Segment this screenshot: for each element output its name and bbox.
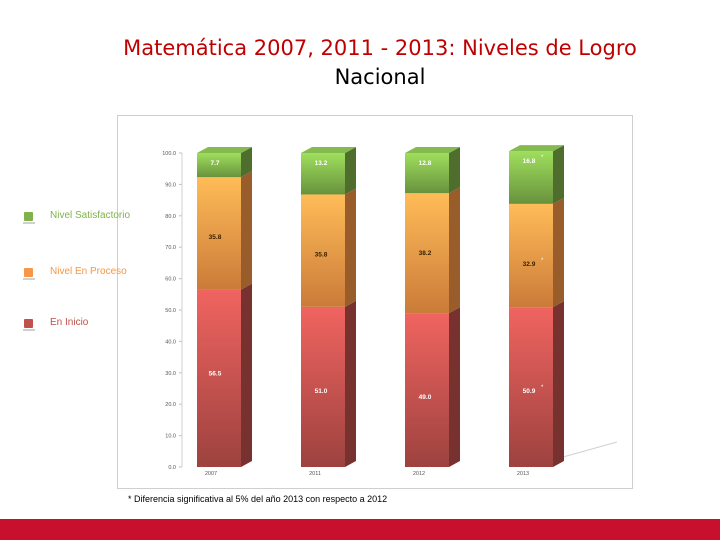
bar-side (553, 145, 564, 204)
data-label: 51.0 (315, 388, 328, 395)
data-label: 50.9 (523, 388, 536, 395)
data-label: 7.7 (210, 160, 219, 167)
bar-top (405, 147, 460, 153)
bar-segment (301, 194, 345, 307)
y-tick-label: 10.0 (165, 434, 176, 440)
y-tick-label: 80.0 (165, 214, 176, 220)
bar-top (509, 145, 564, 152)
bar-segment (197, 289, 241, 467)
x-tick-label: 2013 (517, 471, 529, 477)
y-tick-label: 20.0 (165, 402, 176, 408)
bar-segment (405, 153, 449, 194)
data-label: 13.2 (315, 160, 328, 167)
data-label: 56.5 (209, 371, 222, 378)
legend-label-en-proceso: Nivel En Proceso (50, 266, 127, 277)
bar-side (241, 147, 252, 178)
bar-top (197, 147, 252, 153)
bar-segment (197, 153, 241, 178)
legend-label-en-inicio: En Inicio (50, 317, 89, 328)
bar-segment (509, 307, 553, 467)
data-label: 32.9 (523, 261, 536, 268)
y-tick-label: 30.0 (165, 371, 176, 377)
data-label: 35.8 (209, 234, 222, 241)
legend-swatch-satisfactorio (23, 212, 35, 224)
data-label: 49.0 (419, 394, 432, 401)
chart-title: Matemática 2007, 2011 - 2013: Niveles de… (60, 34, 700, 92)
legend-swatch-en-proceso (23, 268, 35, 280)
bar-segment (301, 306, 345, 467)
y-tick-label: 100.0 (162, 151, 176, 157)
significance-mark: * (541, 155, 544, 161)
data-label: 12.8 (419, 160, 432, 167)
significance-mark: * (541, 385, 544, 391)
y-tick-label: 50.0 (165, 308, 176, 314)
bar-segment (405, 313, 449, 467)
bar-side (345, 300, 356, 467)
data-label: 38.2 (419, 250, 432, 257)
data-label: 16.8 (523, 158, 536, 165)
x-tick-label: 2011 (309, 471, 321, 477)
bar-side (449, 187, 460, 314)
bar-segment (301, 153, 345, 195)
x-tick-label: 2007 (205, 471, 217, 477)
bar-side (553, 197, 564, 308)
bar-segment (405, 193, 449, 314)
bar-top (301, 147, 356, 153)
y-tick-label: 0.0 (168, 465, 176, 471)
bar-side (345, 188, 356, 307)
chart-title-line1: Matemática 2007, 2011 - 2013: Niveles de… (123, 36, 637, 60)
bar-segment (509, 203, 553, 308)
legend-label-satisfactorio: Nivel Satisfactorio (50, 210, 131, 221)
footnote: * Diferencia significativa al 5% del año… (128, 494, 388, 504)
chart-title-line2: Nacional (334, 65, 426, 89)
bar-segment (197, 177, 241, 290)
bar-side (345, 147, 356, 195)
data-label: 35.8 (315, 251, 328, 258)
y-tick-label: 90.0 (165, 182, 176, 188)
x-tick-label: 2012 (413, 471, 425, 477)
significance-mark: * (541, 258, 544, 264)
bar-segment (509, 151, 553, 204)
y-tick-label: 40.0 (165, 339, 176, 345)
y-tick-label: 70.0 (165, 245, 176, 251)
bar-side (241, 171, 252, 290)
bar-side (553, 301, 564, 467)
stacked-bar-chart: 0.0 10.0 20.0 30.0 40.0 50.0 60.0 70.0 80.0 90.0 1… (162, 145, 618, 477)
bar-side (449, 307, 460, 467)
y-tick-label: 60.0 (165, 277, 176, 283)
legend-swatch-en-inicio (23, 319, 35, 331)
bar-side (449, 147, 460, 194)
bottom-accent-bar (0, 519, 720, 540)
bar-side (241, 283, 252, 467)
